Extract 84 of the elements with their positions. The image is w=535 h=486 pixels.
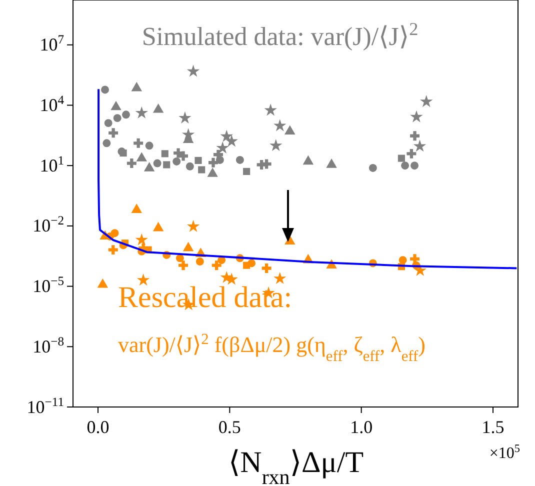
point [108, 245, 118, 255]
point [153, 159, 162, 168]
point [135, 106, 148, 118]
point [97, 278, 108, 288]
point [410, 254, 420, 264]
point [208, 158, 218, 168]
point [220, 130, 233, 142]
text: ×10$^{5}$ [489, 443, 520, 462]
point [207, 168, 218, 177]
point [178, 111, 192, 124]
point [410, 110, 423, 122]
point [152, 103, 164, 113]
point [420, 95, 433, 108]
point [186, 162, 194, 170]
y-tick-label: 10$^{4}$ [40, 92, 65, 115]
point [401, 162, 410, 170]
point [284, 125, 296, 135]
point [136, 152, 148, 162]
point [152, 222, 164, 232]
x-tick-label: 0.0 [86, 417, 110, 437]
text: var(J)/⟨J⟩$^{2}$ f(βΔμ/2) g(η$_{eff}$, ζ$_{eff}$, λ$_{eff}$) [118, 330, 426, 364]
point [413, 140, 426, 152]
point [182, 128, 195, 140]
point [274, 119, 286, 132]
point [144, 162, 155, 172]
point [196, 258, 204, 266]
x-tick-label: 1.5 [482, 417, 504, 437]
point [186, 64, 200, 77]
point [131, 204, 142, 213]
point [104, 119, 112, 128]
x-tick-label: 0.5 [218, 417, 241, 437]
y-tick-label: 10$^{−11}$ [26, 394, 64, 417]
x-axis-title: ⟨N$_{rxn}$⟩Δμ/T [228, 446, 364, 486]
point [110, 100, 122, 110]
point [406, 148, 416, 158]
point [178, 260, 188, 270]
point [198, 166, 206, 174]
annotation: Simulated data: var(J)/⟨J⟩$^{2}$ [142, 19, 418, 51]
point [108, 128, 118, 138]
point [398, 154, 405, 162]
point [256, 160, 266, 170]
point [136, 274, 150, 286]
point [186, 220, 200, 232]
point [326, 158, 337, 168]
y-tick-label: 10$^{1}$ [40, 153, 64, 176]
point [264, 104, 277, 116]
annotation: Rescaled data: [118, 281, 292, 314]
point [270, 138, 282, 152]
point [131, 82, 142, 92]
y-tick-label: 10$^{7}$ [40, 32, 64, 55]
x-tick-label: 1.0 [350, 417, 373, 437]
point [368, 164, 377, 172]
point [134, 138, 144, 148]
point [225, 134, 238, 147]
point [161, 150, 168, 158]
point [135, 233, 148, 246]
point [172, 157, 181, 166]
point [174, 148, 184, 158]
point [410, 162, 419, 170]
point [410, 131, 420, 141]
point [163, 161, 170, 168]
point [212, 260, 222, 270]
point [398, 256, 407, 264]
y-tick-label: 10$^{−5}$ [32, 274, 64, 296]
point [101, 86, 110, 94]
point [122, 110, 130, 119]
point [216, 141, 229, 154]
point [176, 254, 184, 262]
point [145, 142, 154, 150]
point [236, 156, 244, 164]
point [113, 114, 122, 122]
point [102, 139, 111, 148]
point [243, 168, 250, 175]
point [274, 272, 286, 284]
point [182, 242, 194, 252]
point [414, 264, 426, 276]
point [243, 262, 250, 269]
point [214, 150, 223, 160]
point [126, 158, 136, 168]
point [302, 155, 314, 165]
y-tick-label: 10$^{−2}$ [32, 214, 64, 236]
point [262, 263, 272, 273]
y-tick-label: 10$^{−8}$ [32, 334, 64, 356]
point [194, 156, 202, 164]
